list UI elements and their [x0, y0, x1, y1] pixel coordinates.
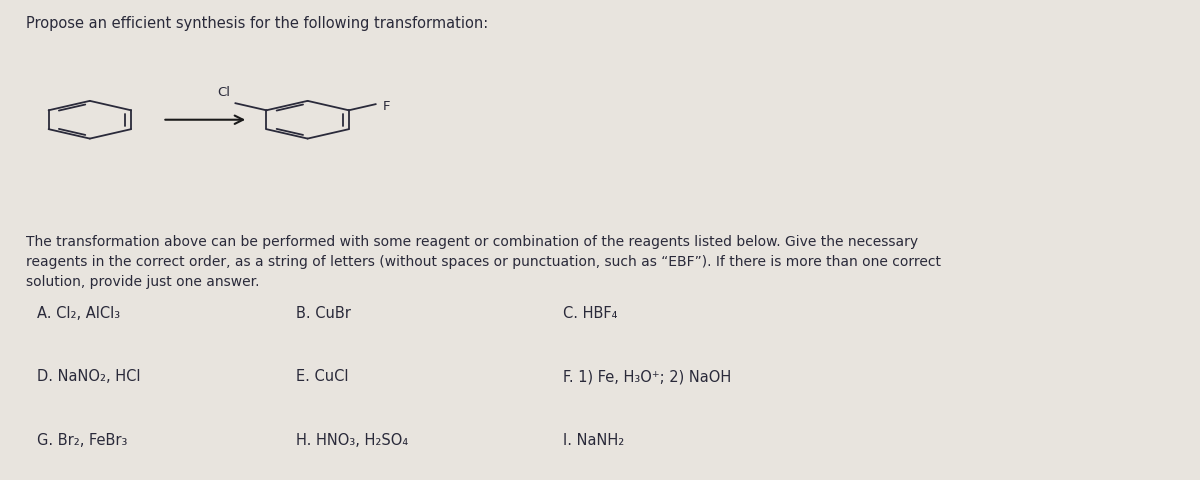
Text: A. Cl₂, AlCl₃: A. Cl₂, AlCl₃ — [37, 306, 121, 321]
Text: The transformation above can be performed with some reagent or combination of th: The transformation above can be performe… — [25, 235, 941, 289]
Text: Propose an efficient synthesis for the following transformation:: Propose an efficient synthesis for the f… — [25, 16, 488, 31]
Text: Cl: Cl — [217, 86, 230, 99]
Text: F. 1) Fe, H₃O⁺; 2) NaOH: F. 1) Fe, H₃O⁺; 2) NaOH — [564, 369, 732, 384]
Text: B. CuBr: B. CuBr — [295, 306, 350, 321]
Text: F: F — [383, 99, 390, 112]
Text: E. CuCl: E. CuCl — [295, 369, 348, 384]
Text: G. Br₂, FeBr₃: G. Br₂, FeBr₃ — [37, 433, 128, 448]
Text: C. HBF₄: C. HBF₄ — [564, 306, 618, 321]
Text: I. NaNH₂: I. NaNH₂ — [564, 433, 625, 448]
Text: D. NaNO₂, HCl: D. NaNO₂, HCl — [37, 369, 140, 384]
Text: H. HNO₃, H₂SO₄: H. HNO₃, H₂SO₄ — [295, 433, 408, 448]
